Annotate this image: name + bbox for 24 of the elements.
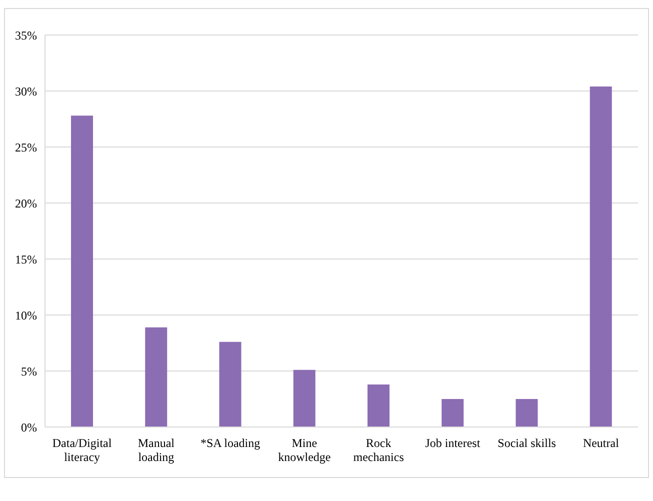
bar — [516, 399, 538, 427]
bar — [293, 370, 316, 427]
x-tick-label: Neutral — [582, 436, 620, 450]
x-tick-label: Rock mechanics — [353, 436, 404, 464]
bar — [590, 86, 612, 427]
bar — [145, 327, 168, 427]
bar — [219, 342, 242, 427]
y-tick-label: 10% — [15, 308, 37, 322]
x-tick-label: Social skills — [498, 436, 556, 450]
x-tick-label: Mine knowledge — [278, 436, 331, 464]
y-tick-label: 15% — [15, 252, 37, 266]
y-tick-label: 35% — [15, 28, 37, 42]
bar — [368, 384, 390, 427]
bar — [71, 116, 93, 427]
y-tick-label: 25% — [15, 140, 37, 154]
y-tick-label: 30% — [15, 84, 37, 98]
y-tick-label: 20% — [15, 196, 37, 210]
x-tick-label: Job interest — [425, 436, 481, 450]
y-tick-label: 0% — [21, 420, 37, 434]
bar — [442, 399, 464, 427]
x-tick-label: Manual loading — [138, 436, 176, 464]
x-tick-label: *SA loading — [200, 436, 260, 450]
x-tick-label: Data/Digital literacy — [52, 436, 112, 464]
y-tick-label: 5% — [21, 364, 37, 378]
